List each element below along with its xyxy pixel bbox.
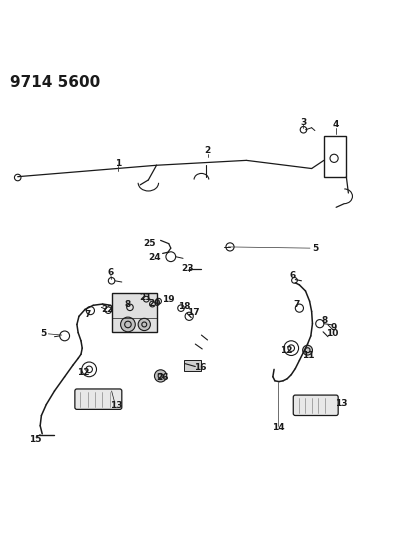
Text: 13: 13 bbox=[110, 401, 123, 410]
FancyBboxPatch shape bbox=[293, 395, 338, 416]
Text: 2: 2 bbox=[204, 147, 211, 156]
Text: 7: 7 bbox=[293, 300, 299, 309]
Text: 3: 3 bbox=[300, 118, 307, 127]
Circle shape bbox=[155, 370, 167, 382]
Text: 19: 19 bbox=[162, 295, 174, 304]
Text: 8: 8 bbox=[322, 316, 328, 325]
FancyBboxPatch shape bbox=[75, 389, 122, 409]
Text: 22: 22 bbox=[101, 305, 114, 314]
Text: 8: 8 bbox=[125, 300, 131, 309]
Text: 4: 4 bbox=[333, 120, 339, 130]
Text: 5: 5 bbox=[40, 329, 46, 338]
Text: 6: 6 bbox=[108, 268, 114, 277]
Text: 25: 25 bbox=[143, 239, 155, 248]
Text: 26: 26 bbox=[157, 373, 169, 382]
Bar bbox=[184, 360, 201, 370]
Text: 23: 23 bbox=[181, 264, 194, 273]
Text: 17: 17 bbox=[187, 308, 200, 317]
Text: 20: 20 bbox=[148, 298, 161, 308]
Text: 6: 6 bbox=[290, 271, 296, 280]
Bar bbox=[112, 293, 157, 332]
Text: 9: 9 bbox=[331, 323, 337, 332]
Text: 21: 21 bbox=[139, 293, 152, 302]
Text: 1: 1 bbox=[115, 159, 121, 168]
Text: 9714 5600: 9714 5600 bbox=[9, 75, 100, 90]
Text: 12: 12 bbox=[77, 368, 89, 377]
Text: 16: 16 bbox=[194, 363, 207, 372]
Circle shape bbox=[120, 317, 135, 332]
Text: 12: 12 bbox=[280, 346, 293, 355]
Text: 13: 13 bbox=[335, 399, 347, 408]
Text: 10: 10 bbox=[326, 329, 338, 338]
Text: 5: 5 bbox=[312, 244, 319, 253]
Text: 24: 24 bbox=[148, 253, 161, 262]
Text: 18: 18 bbox=[178, 302, 191, 311]
Circle shape bbox=[138, 318, 150, 330]
Bar bbox=[324, 136, 346, 177]
Text: 14: 14 bbox=[272, 423, 284, 432]
Text: 11: 11 bbox=[302, 351, 315, 360]
Circle shape bbox=[302, 345, 312, 355]
Text: 7: 7 bbox=[84, 310, 90, 319]
Text: 15: 15 bbox=[29, 435, 42, 443]
